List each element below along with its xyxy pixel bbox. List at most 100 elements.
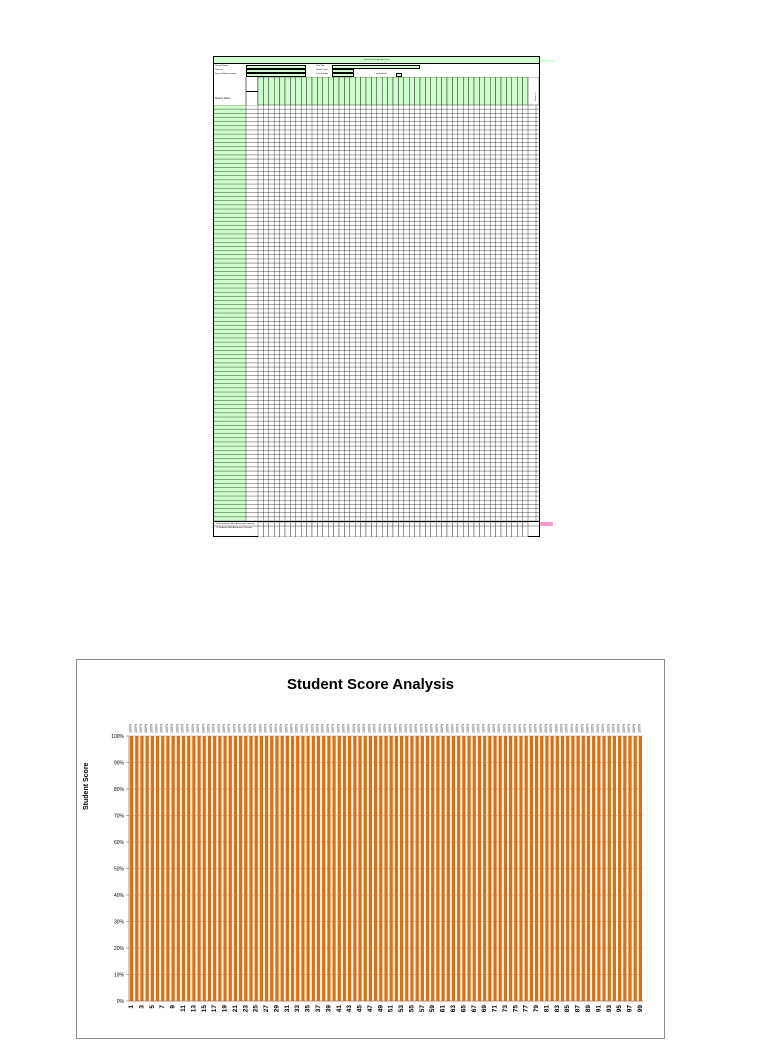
student-row[interactable] [214, 409, 539, 413]
student-row[interactable] [214, 450, 539, 454]
student-row[interactable] [214, 176, 539, 180]
student-row[interactable] [214, 500, 539, 504]
sheet-grid[interactable] [214, 105, 539, 521]
student-row[interactable] [214, 513, 539, 517]
student-row[interactable] [214, 355, 539, 359]
student-row[interactable] [214, 213, 539, 217]
student-row[interactable] [214, 217, 539, 221]
student-row[interactable] [214, 454, 539, 458]
student-row[interactable] [214, 442, 539, 446]
student-row[interactable] [214, 296, 539, 300]
student-row[interactable] [214, 400, 539, 404]
student-row[interactable] [214, 438, 539, 442]
student-row[interactable] [214, 259, 539, 263]
student-row[interactable] [214, 209, 539, 213]
field-date-input[interactable] [246, 73, 306, 77]
student-row[interactable] [214, 151, 539, 155]
student-row[interactable] [214, 230, 539, 234]
student-row[interactable] [214, 113, 539, 117]
student-row[interactable] [214, 197, 539, 201]
student-row[interactable] [214, 155, 539, 159]
student-row[interactable] [214, 138, 539, 142]
student-row[interactable] [214, 126, 539, 130]
student-row[interactable] [214, 188, 539, 192]
student-row[interactable] [214, 255, 539, 259]
student-row[interactable] [214, 134, 539, 138]
student-row[interactable] [214, 280, 539, 284]
student-row[interactable] [214, 292, 539, 296]
student-row[interactable] [214, 276, 539, 280]
student-row[interactable] [214, 484, 539, 488]
student-row[interactable] [214, 334, 539, 338]
student-row[interactable] [214, 392, 539, 396]
student-row[interactable] [214, 467, 539, 471]
student-row[interactable] [214, 263, 539, 267]
student-row[interactable] [214, 380, 539, 384]
student-row[interactable] [214, 205, 539, 209]
student-row[interactable] [214, 105, 539, 109]
student-row[interactable] [214, 509, 539, 513]
student-row[interactable] [214, 226, 539, 230]
student-row[interactable] [214, 475, 539, 479]
student-row[interactable] [214, 130, 539, 134]
student-row[interactable] [214, 163, 539, 167]
field-teacher-input[interactable] [246, 69, 306, 73]
student-row[interactable] [214, 251, 539, 255]
student-row[interactable] [214, 421, 539, 425]
student-row[interactable] [214, 321, 539, 325]
student-row[interactable] [214, 246, 539, 250]
student-row[interactable] [214, 396, 539, 400]
student-row[interactable] [214, 271, 539, 275]
student-row[interactable] [214, 317, 539, 321]
field-test-title-input[interactable] [332, 65, 420, 69]
student-row[interactable] [214, 184, 539, 188]
student-row[interactable] [214, 313, 539, 317]
student-row[interactable] [214, 301, 539, 305]
student-row[interactable] [214, 147, 539, 151]
student-row[interactable] [214, 492, 539, 496]
student-row[interactable] [214, 288, 539, 292]
student-row[interactable] [214, 479, 539, 483]
student-row[interactable] [214, 504, 539, 508]
student-row[interactable] [214, 192, 539, 196]
student-row[interactable] [214, 267, 539, 271]
student-row[interactable] [214, 417, 539, 421]
student-row[interactable] [214, 463, 539, 467]
student-row[interactable] [214, 109, 539, 113]
student-row[interactable] [214, 434, 539, 438]
student-row[interactable] [214, 117, 539, 121]
student-row[interactable] [214, 325, 539, 329]
student-row[interactable] [214, 359, 539, 363]
student-row[interactable] [214, 338, 539, 342]
student-row[interactable] [214, 446, 539, 450]
student-row[interactable] [214, 346, 539, 350]
student-row[interactable] [214, 429, 539, 433]
field-num-students-input[interactable] [396, 73, 402, 77]
student-row[interactable] [214, 363, 539, 367]
student-row[interactable] [214, 496, 539, 500]
student-row[interactable] [214, 167, 539, 171]
student-row[interactable] [214, 375, 539, 379]
student-row[interactable] [214, 221, 539, 225]
student-row[interactable] [214, 242, 539, 246]
student-row[interactable] [214, 238, 539, 242]
student-row[interactable] [214, 413, 539, 417]
student-row[interactable] [214, 488, 539, 492]
field-test-number-input[interactable] [332, 73, 354, 77]
student-row[interactable] [214, 425, 539, 429]
student-row[interactable] [214, 180, 539, 184]
student-row[interactable] [214, 471, 539, 475]
student-row[interactable] [214, 459, 539, 463]
student-row[interactable] [214, 388, 539, 392]
field-grade-input[interactable] [332, 69, 354, 73]
field-school-input[interactable] [246, 65, 306, 69]
student-row[interactable] [214, 350, 539, 354]
student-row[interactable] [214, 371, 539, 375]
student-row[interactable] [214, 384, 539, 388]
student-row[interactable] [214, 142, 539, 146]
student-row[interactable] [214, 234, 539, 238]
student-row[interactable] [214, 330, 539, 334]
student-row[interactable] [214, 284, 539, 288]
student-row[interactable] [214, 122, 539, 126]
student-row[interactable] [214, 305, 539, 309]
